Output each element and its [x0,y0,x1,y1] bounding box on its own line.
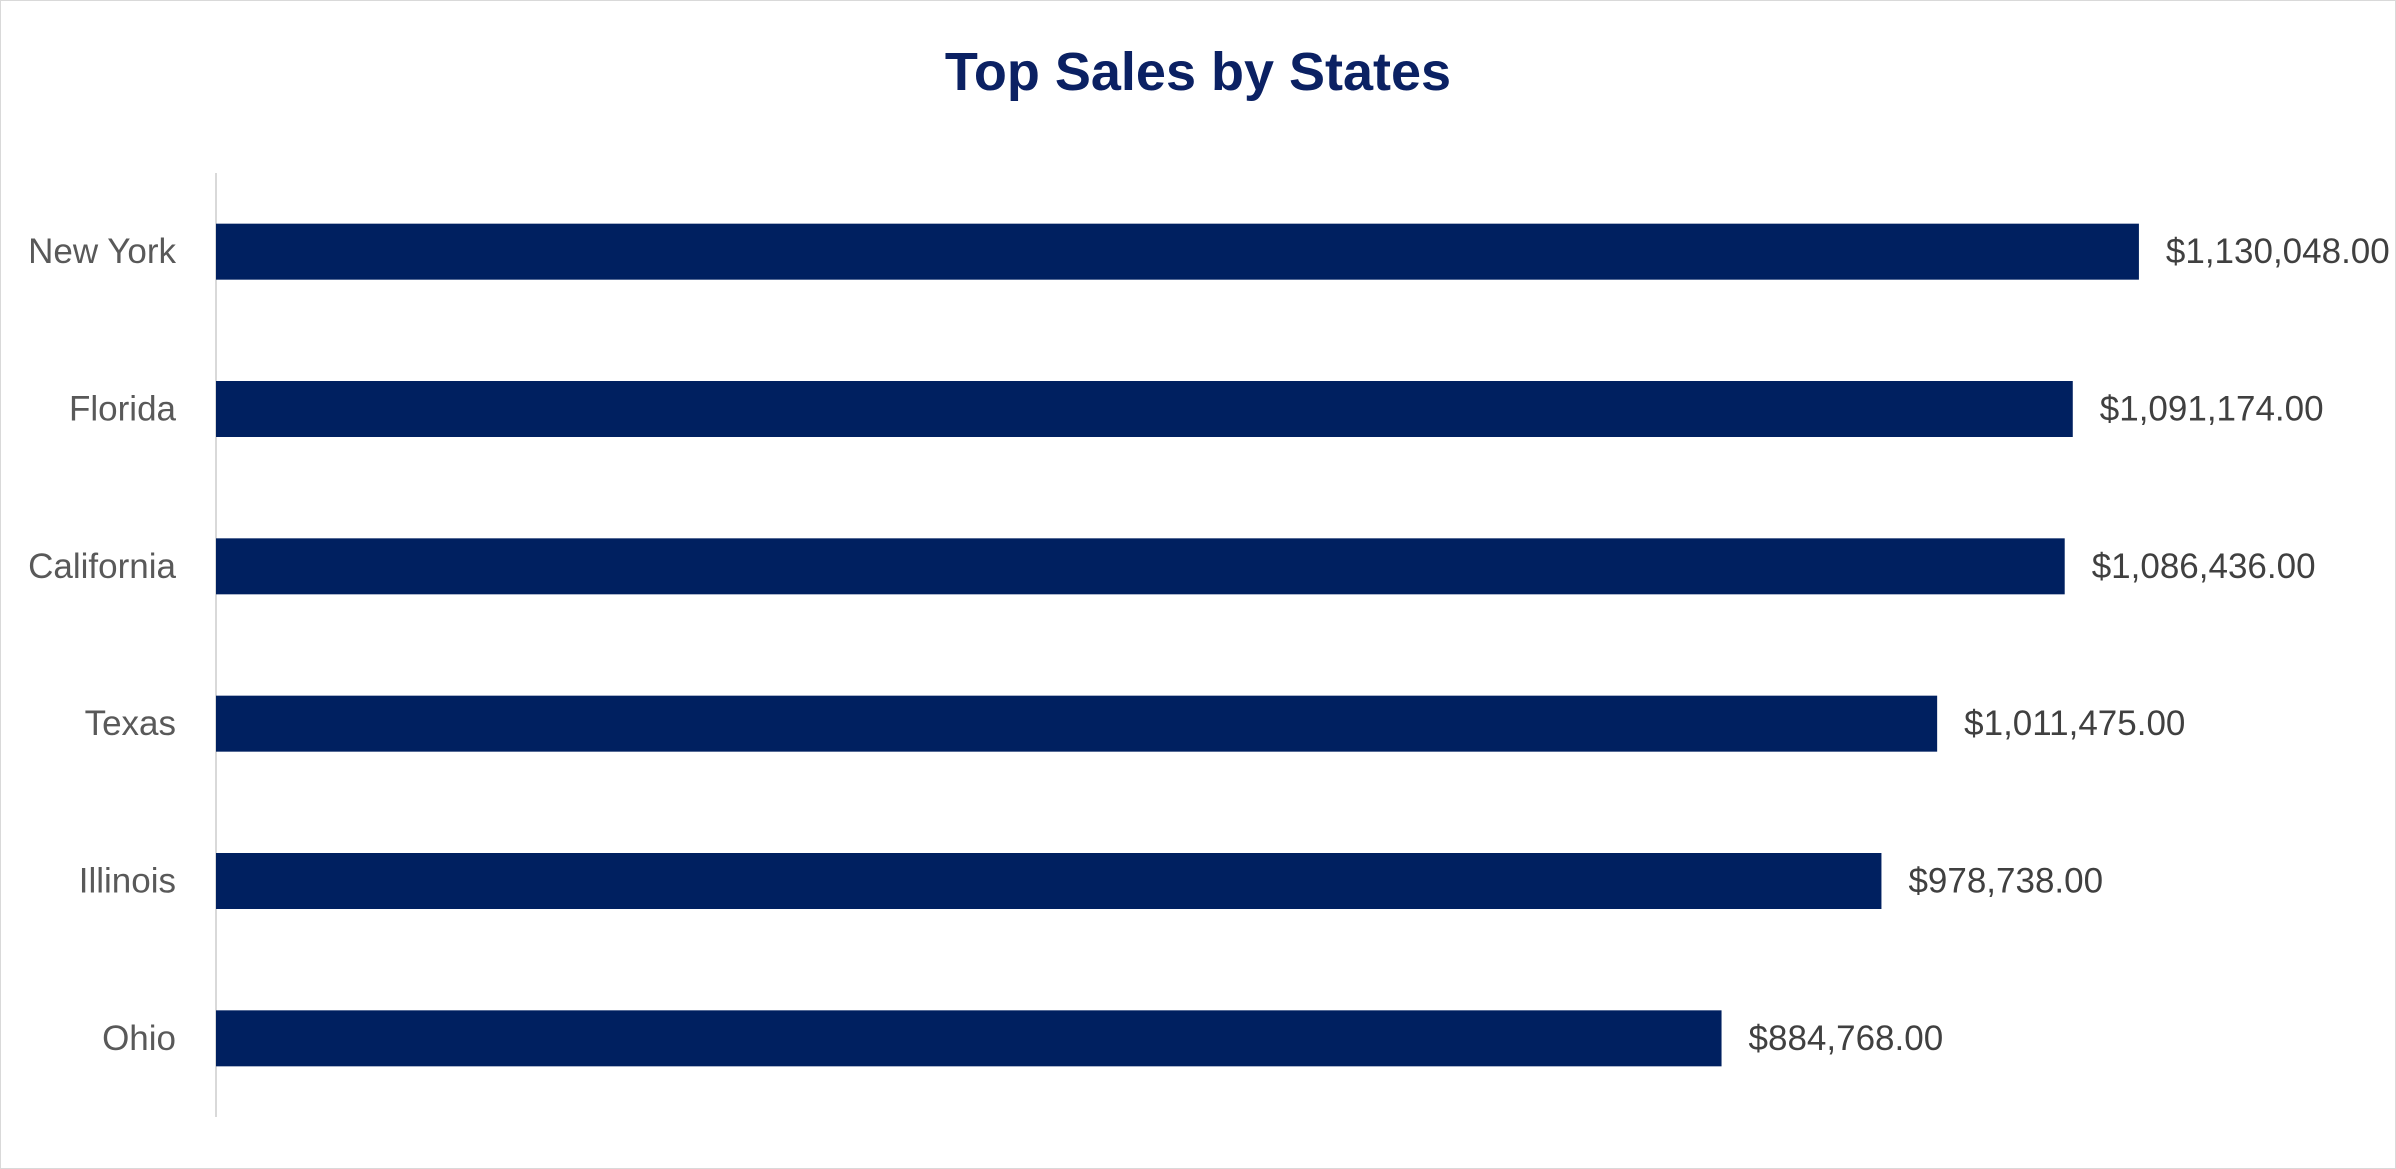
bar-illinois [216,853,1882,909]
bar-texas [216,695,1938,752]
bar-ohio [216,1010,1722,1067]
bar-california [216,538,2065,595]
category-label: California [28,547,176,586]
data-label: $1,086,436.00 [2092,547,2316,586]
category-label: Ohio [102,1019,176,1058]
category-label: Illinois [79,862,176,901]
data-label: $978,738.00 [1908,862,2103,901]
data-label: $1,130,048.00 [2166,232,2390,271]
category-label: Florida [69,390,177,429]
data-label: $1,091,174.00 [2100,390,2324,429]
bar-florida [216,381,2073,437]
bar-new-york [216,223,2139,280]
chart-title: Top Sales by States [944,42,1452,102]
data-label: $1,011,475.00 [1964,704,2185,743]
category-label: New York [28,232,176,271]
data-label: $884,768.00 [1749,1019,1944,1058]
category-label: Texas [85,704,176,743]
